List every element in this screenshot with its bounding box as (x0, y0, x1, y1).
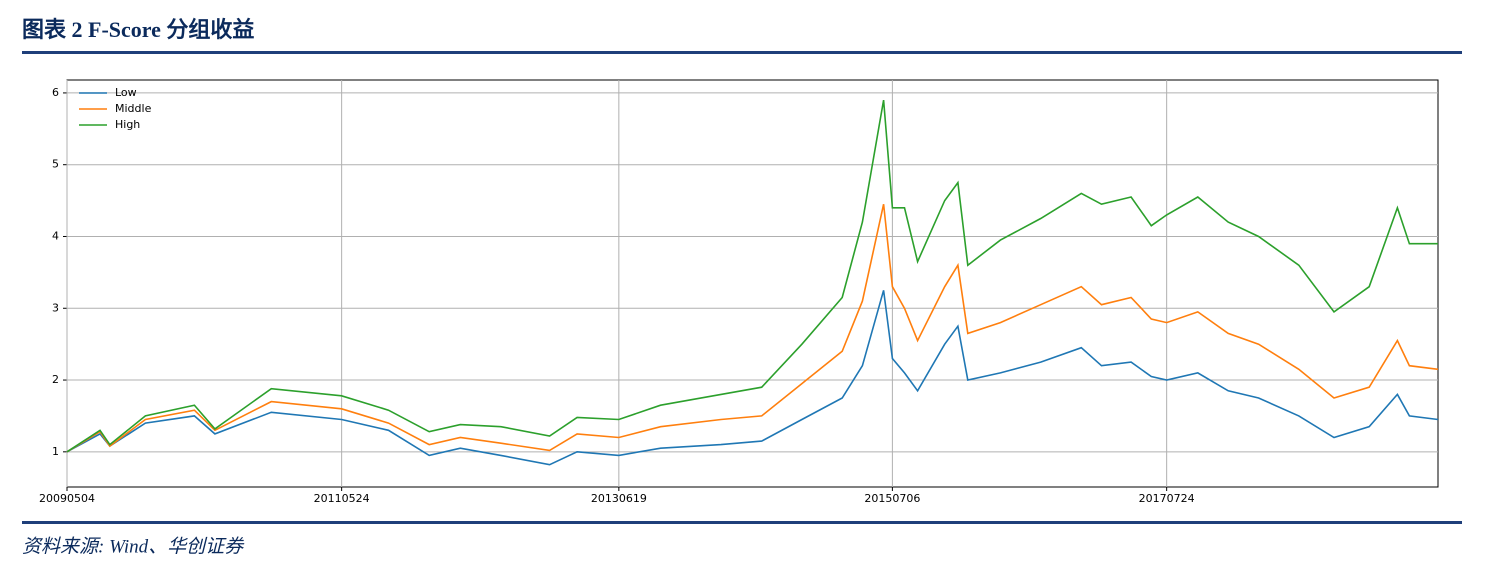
x-tick-label: 20130619 (591, 492, 647, 505)
x-tick-label: 20170724 (1139, 492, 1195, 505)
x-tick-label: 20090504 (39, 492, 95, 505)
source-note: 资料来源: Wind、华创证券 (22, 535, 245, 557)
legend-label: Low (115, 86, 137, 99)
y-tick-label: 6 (52, 86, 59, 99)
x-tick-label: 20150706 (864, 492, 920, 505)
series-line (66, 290, 1439, 466)
plot-frame (66, 79, 1439, 488)
y-tick-label: 4 (52, 229, 59, 242)
y-tick-label: 3 (52, 301, 59, 314)
series-line (66, 99, 1438, 453)
series-line (66, 204, 1439, 453)
header-rule (22, 51, 1462, 54)
x-tick-label: 20110524 (314, 492, 370, 505)
footer-rule (22, 521, 1462, 524)
legend-label: High (115, 118, 140, 131)
legend-label: Middle (115, 102, 152, 115)
y-tick-label: 2 (52, 373, 59, 386)
y-tick-label: 5 (52, 158, 59, 171)
chart-title: 图表 2 F-Score 分组收益 (22, 17, 254, 42)
y-tick-label: 1 (52, 445, 59, 458)
